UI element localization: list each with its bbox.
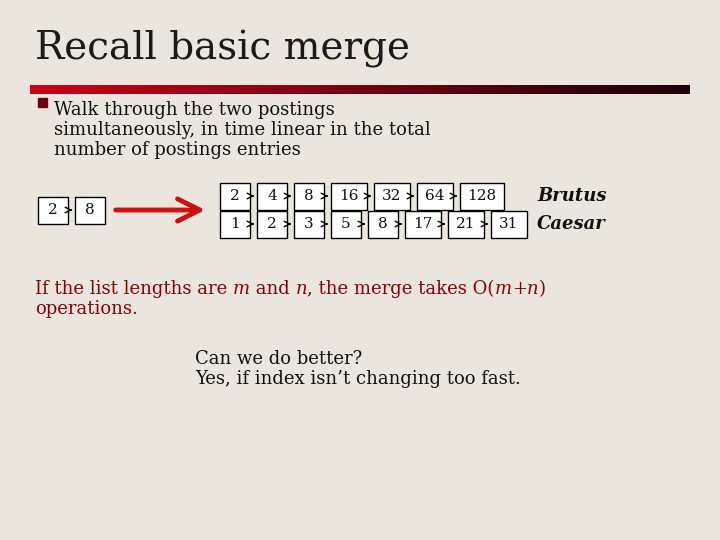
Bar [294,183,324,210]
Text: Walk through the two postings: Walk through the two postings [54,101,335,119]
Text: 4: 4 [267,189,277,203]
Text: 2: 2 [267,217,277,231]
Text: 31: 31 [499,217,518,231]
Bar [38,98,47,107]
Text: n: n [527,280,539,298]
Bar [75,197,105,224]
Text: 8: 8 [378,217,388,231]
Bar [374,183,410,210]
Text: 21: 21 [456,217,476,231]
Text: +: + [512,280,527,298]
Text: 64: 64 [426,189,445,203]
Text: 16: 16 [339,189,359,203]
Text: m: m [495,280,512,298]
Text: 1: 1 [230,217,240,231]
Text: 3: 3 [304,217,314,231]
Text: operations.: operations. [35,300,138,318]
Text: simultaneously, in time linear in the total: simultaneously, in time linear in the to… [54,121,431,139]
Text: n: n [296,280,307,298]
Text: 2: 2 [48,203,58,217]
Bar [294,211,324,238]
Bar [448,211,484,238]
Text: 5: 5 [341,217,351,231]
Text: and: and [250,280,296,298]
Bar [257,211,287,238]
Bar [331,183,367,210]
Text: 2: 2 [230,189,240,203]
Text: If the list lengths are: If the list lengths are [35,280,233,298]
Text: 8: 8 [85,203,95,217]
Bar [38,197,68,224]
Text: 8: 8 [304,189,314,203]
Bar [220,183,250,210]
Text: 17: 17 [413,217,433,231]
Text: ): ) [539,280,545,298]
Text: Caesar: Caesar [537,215,606,233]
Bar [417,183,453,210]
Text: m: m [233,280,250,298]
Text: 128: 128 [467,189,497,203]
Text: , the merge takes O(: , the merge takes O( [307,280,495,298]
Text: 32: 32 [382,189,402,203]
Text: Yes, if index isn’t changing too fast.: Yes, if index isn’t changing too fast. [195,370,521,388]
Bar [368,211,398,238]
Text: Brutus: Brutus [537,187,606,205]
Text: Recall basic merge: Recall basic merge [35,30,410,68]
Bar [257,183,287,210]
Bar [405,211,441,238]
Bar [491,211,527,238]
Bar [460,183,504,210]
Text: number of postings entries: number of postings entries [54,141,301,159]
Bar [220,211,250,238]
Text: Can we do better?: Can we do better? [195,350,362,368]
Bar [331,211,361,238]
